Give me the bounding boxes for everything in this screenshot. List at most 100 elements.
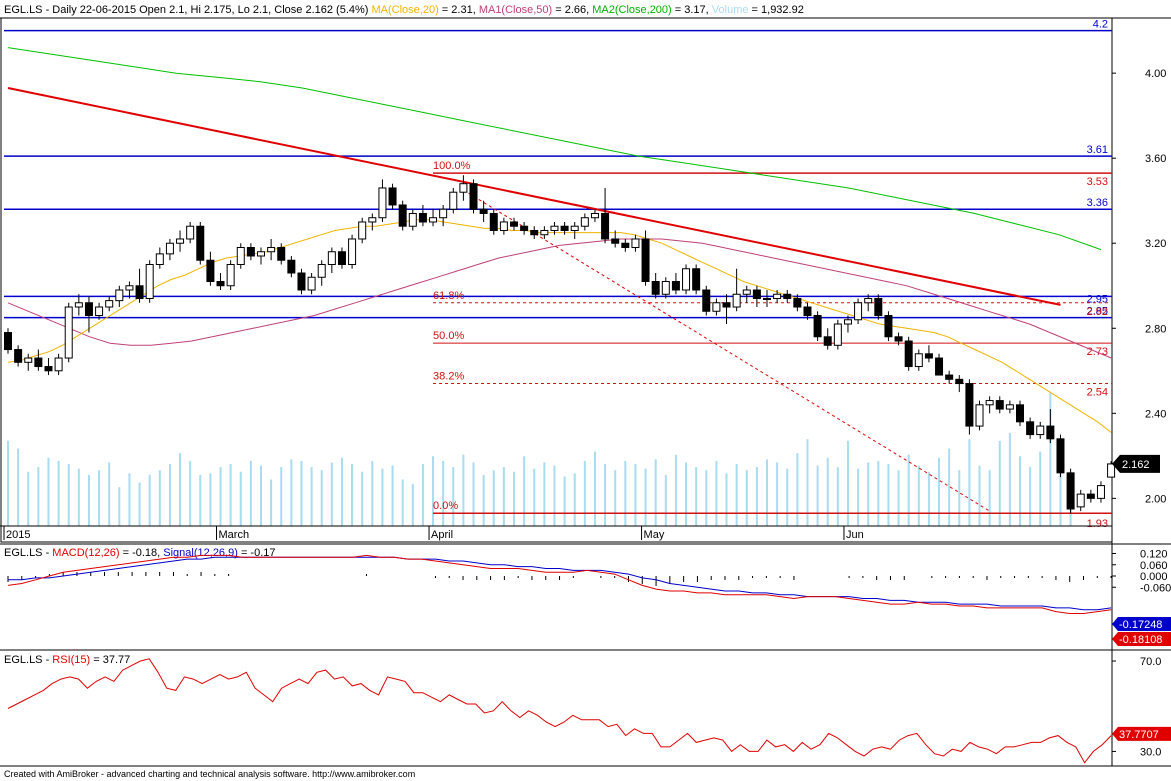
candle	[105, 300, 114, 308]
volume-bar	[330, 462, 333, 526]
volume-bar	[897, 470, 900, 526]
volume-bar	[371, 460, 374, 526]
volume-bar	[27, 471, 30, 526]
rsi-title-segment: RSI(15)	[52, 654, 90, 666]
candle	[449, 191, 458, 210]
macd-y-tick-label: 0.120	[1140, 549, 1168, 561]
rsi-badge	[1112, 726, 1171, 741]
candle	[570, 225, 579, 231]
level-label: 3.36	[1087, 197, 1108, 209]
volume-bar	[745, 470, 748, 526]
candle	[418, 212, 427, 223]
candle	[773, 293, 782, 300]
rsi-title: EGL.LS - RSI(15) = 37.77	[4, 654, 130, 666]
candle	[388, 187, 397, 206]
volume-bar	[219, 467, 222, 526]
rsi-y-tick-label: 70.0	[1140, 656, 1161, 668]
rsi-title-segment: = 37.77	[90, 654, 130, 666]
fib-pct-label: 100.0%	[433, 160, 471, 172]
candle	[24, 357, 33, 363]
signal-badge-label: -0.17248	[1119, 619, 1162, 631]
volume-bar	[77, 468, 80, 526]
volume-bar	[806, 439, 809, 526]
candle	[671, 281, 680, 291]
candle	[1066, 472, 1075, 510]
volume-bar	[664, 474, 667, 526]
volume-bar	[1029, 467, 1032, 526]
candle	[489, 212, 498, 231]
volume-bar	[1059, 439, 1062, 526]
volume-bar	[260, 465, 262, 526]
candle	[429, 217, 438, 223]
candle	[611, 238, 620, 244]
candle	[186, 225, 195, 240]
volume-bar	[310, 467, 313, 526]
volume-bar	[98, 470, 101, 526]
macd-y-tick-label: 0.060	[1140, 560, 1168, 572]
title-segment: = 2.31,	[439, 4, 479, 16]
candle	[985, 400, 994, 406]
candle	[1026, 421, 1035, 436]
candle	[975, 404, 984, 427]
title-segment: = 3.17,	[672, 4, 712, 16]
candle	[995, 400, 1004, 410]
candle	[84, 302, 93, 317]
volume-bar	[442, 460, 445, 526]
candle	[945, 374, 954, 380]
candle	[783, 293, 792, 300]
volume-bar	[735, 464, 738, 526]
fib-pct-label: 38.2%	[433, 371, 464, 383]
title-segment: Volume	[712, 4, 749, 16]
last-price-label: 2.162	[1122, 459, 1150, 471]
volume-bar	[877, 460, 880, 526]
volume-bar	[998, 440, 1001, 526]
candle	[803, 306, 812, 317]
volume-bar	[583, 460, 586, 526]
candle	[894, 336, 903, 342]
title-segment: MA(Close,20)	[372, 4, 439, 16]
volume-bar	[381, 468, 384, 526]
candle	[408, 212, 417, 227]
candle	[1005, 404, 1014, 410]
fib-pct-label: 61.8%	[433, 290, 464, 302]
macd-badge-label: -0.18108	[1119, 634, 1162, 646]
volume-bar	[67, 464, 70, 526]
candle	[196, 225, 205, 261]
candle	[64, 306, 73, 359]
volume-bar	[179, 453, 182, 526]
volume-bar	[988, 470, 991, 526]
volume-bar	[513, 471, 515, 526]
candle	[277, 246, 286, 261]
candle	[904, 340, 913, 368]
candle	[843, 319, 852, 325]
y-tick-label: 4.00	[1145, 68, 1166, 80]
volume-bar	[118, 487, 121, 526]
candle	[520, 225, 529, 231]
candle	[307, 276, 316, 291]
candle	[479, 208, 488, 214]
volume-bar	[57, 460, 60, 526]
y-tick-label: 3.20	[1145, 238, 1166, 250]
volume-bar	[158, 470, 161, 526]
volume-bar	[695, 467, 698, 526]
candle	[793, 298, 802, 308]
volume-bar	[108, 462, 111, 526]
volume-bar	[1008, 433, 1011, 526]
candle	[712, 302, 721, 312]
volume-bar	[411, 484, 414, 526]
candle	[155, 253, 164, 265]
volume-bar	[927, 471, 930, 526]
candle	[236, 246, 245, 265]
candle	[125, 285, 134, 291]
candle	[34, 357, 43, 368]
candle	[833, 323, 842, 346]
candle	[935, 357, 944, 376]
volume-bar	[209, 473, 212, 526]
volume-bar	[766, 459, 768, 526]
volume-bar	[705, 470, 708, 526]
level-label: 3.61	[1087, 144, 1108, 156]
candle	[854, 302, 863, 321]
macd-title-segment: = -0.18,	[120, 547, 164, 559]
volume-bar	[452, 467, 455, 526]
